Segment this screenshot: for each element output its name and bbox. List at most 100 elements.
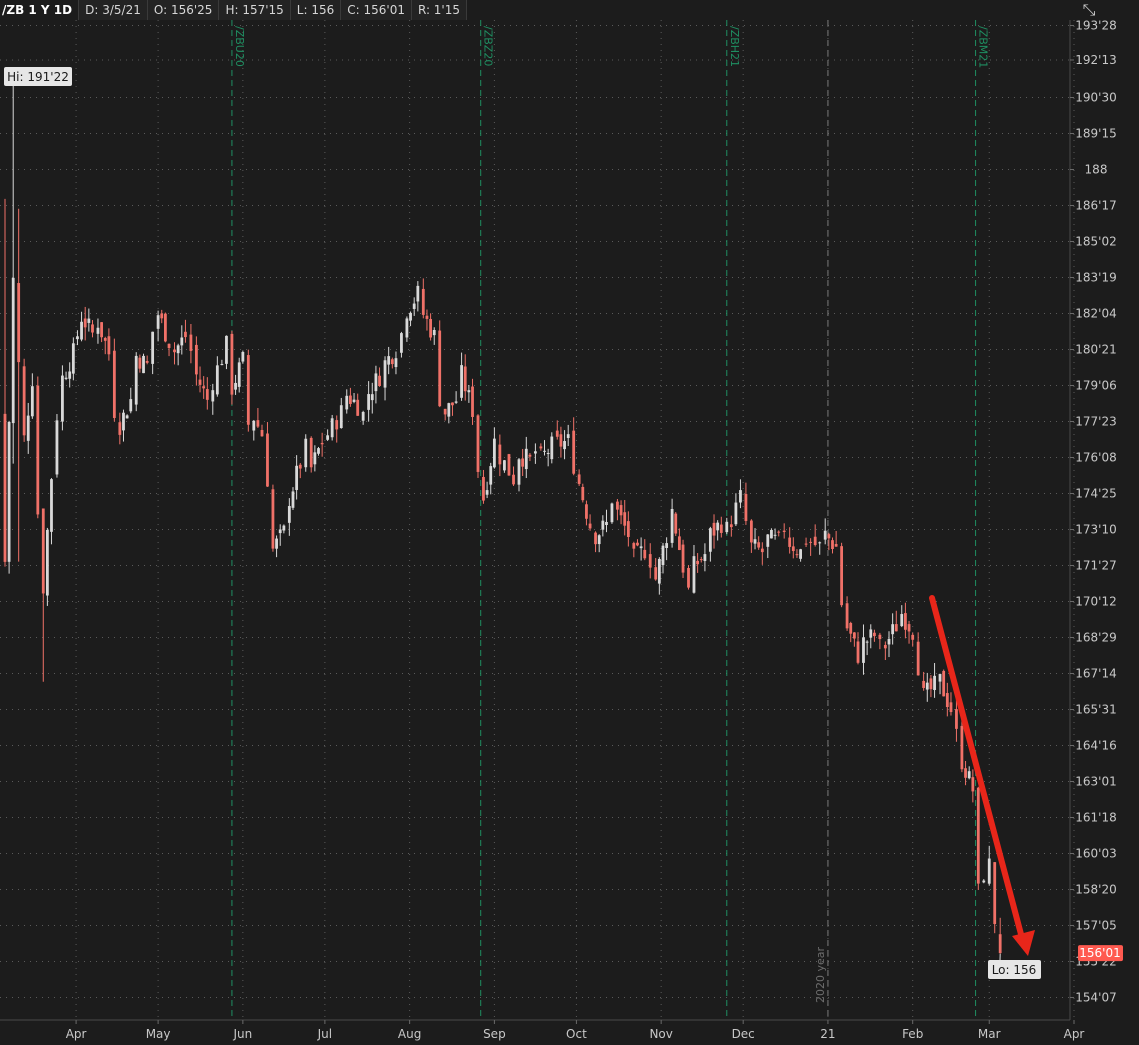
candle-body xyxy=(271,489,275,549)
y-tick-label: 182'04 xyxy=(1075,307,1116,321)
candle-body xyxy=(925,682,929,690)
candle-body xyxy=(594,532,597,545)
candle-body xyxy=(378,375,381,386)
candle-body xyxy=(739,490,742,503)
candle-body xyxy=(387,356,391,365)
candle-body xyxy=(840,546,844,606)
candle-body xyxy=(309,437,313,468)
candle-body xyxy=(632,543,636,549)
candle-body xyxy=(211,390,215,402)
candle-body xyxy=(145,360,149,363)
y-tick-label: 188 xyxy=(1085,163,1108,177)
y-tick-label: 189'15 xyxy=(1075,127,1116,141)
x-tick-label: Jul xyxy=(317,1027,332,1041)
y-tick-label: 157'05 xyxy=(1075,918,1116,932)
annotations: 2020 year Hi: 191'22 Lo: 156 156'01 xyxy=(4,67,1123,1003)
candle-body xyxy=(41,508,45,594)
candle-body xyxy=(831,540,834,549)
candle-body xyxy=(900,614,904,627)
grid xyxy=(0,20,1075,1020)
x-tick-label: Feb xyxy=(902,1027,923,1041)
candle-body xyxy=(960,725,964,770)
candle-body xyxy=(945,693,949,707)
candle-body xyxy=(68,371,72,379)
candle-body xyxy=(862,637,865,663)
x-tick-label: Sep xyxy=(483,1027,506,1041)
candle-body xyxy=(17,283,21,363)
candle-body xyxy=(320,442,324,445)
candle-body xyxy=(976,787,980,884)
candle-body xyxy=(352,399,356,402)
candle-body xyxy=(432,329,436,336)
candle-body xyxy=(370,394,374,401)
candle-body xyxy=(813,536,817,545)
candle-body xyxy=(330,418,334,438)
candle-body xyxy=(524,448,528,470)
candle-body xyxy=(112,350,116,418)
y-tick-label: 161'18 xyxy=(1075,810,1116,824)
candle-body xyxy=(405,318,409,338)
candle-body xyxy=(626,521,630,537)
candle-body xyxy=(734,502,738,525)
candle-body xyxy=(202,386,206,389)
candle-body xyxy=(891,624,895,635)
rollover-label: /ZBZ20 xyxy=(482,26,495,66)
candle-body xyxy=(167,343,171,348)
candle-body xyxy=(454,401,458,403)
candle-body xyxy=(563,441,566,450)
year-divider-label: 2020 year xyxy=(814,946,827,1003)
candle-body xyxy=(260,429,264,437)
candle-body xyxy=(83,318,87,328)
low-label: Lo: 156 xyxy=(992,963,1037,977)
candle-body xyxy=(692,556,696,593)
x-tick-label: Aug xyxy=(398,1027,421,1041)
candle-body xyxy=(788,537,792,547)
candle-body xyxy=(616,501,619,510)
candle-body xyxy=(712,522,716,536)
candle-body xyxy=(295,465,299,490)
candle-body xyxy=(533,451,537,454)
candle-body xyxy=(894,624,898,632)
candle-body xyxy=(103,337,107,341)
candle-body xyxy=(654,567,658,580)
candle-body xyxy=(492,438,496,468)
candle-body xyxy=(291,491,295,508)
candle-body xyxy=(887,638,891,645)
candle-body xyxy=(852,632,856,639)
candle-body xyxy=(122,412,125,431)
candle-body xyxy=(865,641,869,643)
candle-body xyxy=(967,771,971,779)
candle-body xyxy=(623,512,627,526)
candle-body xyxy=(367,394,371,410)
candle-body xyxy=(100,322,104,338)
candle-body xyxy=(581,486,585,501)
candle-body xyxy=(597,535,601,545)
candle-body xyxy=(416,285,420,302)
y-tick-label: 170'12 xyxy=(1075,594,1116,608)
symbol-label[interactable]: /ZB 1 Y 1D xyxy=(0,0,80,20)
candle-body xyxy=(677,536,681,551)
candle-body xyxy=(409,312,412,321)
candle-body xyxy=(163,313,167,342)
candle-body xyxy=(180,337,184,346)
collapse-icon[interactable]: ⤡ xyxy=(1082,0,1096,19)
trend-arrow-shaft xyxy=(929,595,1025,941)
candle-body xyxy=(71,343,75,374)
candle-body xyxy=(438,330,442,407)
candle-body xyxy=(681,544,685,573)
candle-body xyxy=(987,858,991,884)
candle-body xyxy=(429,318,432,338)
open-readout: O: 156'25 xyxy=(147,0,220,20)
candle-body xyxy=(955,709,958,729)
candle-body xyxy=(749,520,753,543)
candle-body xyxy=(22,366,26,436)
candle-body xyxy=(543,450,546,452)
candle-body xyxy=(282,525,286,531)
candle-body xyxy=(696,560,700,565)
candle-body xyxy=(643,549,647,559)
candles xyxy=(3,79,1002,954)
candle-body xyxy=(138,357,142,369)
x-tick-label: Oct xyxy=(566,1027,587,1041)
candle-body xyxy=(648,554,652,568)
